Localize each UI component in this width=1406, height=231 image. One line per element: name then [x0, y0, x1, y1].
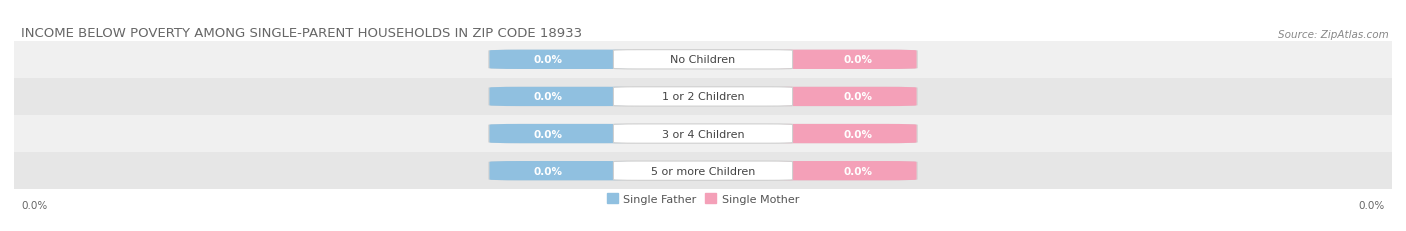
Legend: Single Father, Single Mother: Single Father, Single Mother	[605, 191, 801, 206]
FancyBboxPatch shape	[613, 161, 793, 181]
Bar	[14, 42, 1392, 79]
Text: 0.0%: 0.0%	[533, 92, 562, 102]
Text: 0.0%: 0.0%	[844, 129, 873, 139]
Text: 1 or 2 Children: 1 or 2 Children	[662, 92, 744, 102]
Text: 0.0%: 0.0%	[533, 166, 562, 176]
FancyBboxPatch shape	[488, 50, 918, 70]
FancyBboxPatch shape	[489, 50, 637, 70]
FancyBboxPatch shape	[613, 87, 793, 107]
FancyBboxPatch shape	[489, 161, 637, 181]
Text: 0.0%: 0.0%	[1358, 200, 1385, 210]
Bar	[14, 152, 1392, 189]
Text: No Children: No Children	[671, 55, 735, 65]
Text: 0.0%: 0.0%	[21, 200, 48, 210]
FancyBboxPatch shape	[488, 161, 918, 181]
Text: INCOME BELOW POVERTY AMONG SINGLE-PARENT HOUSEHOLDS IN ZIP CODE 18933: INCOME BELOW POVERTY AMONG SINGLE-PARENT…	[21, 27, 582, 40]
FancyBboxPatch shape	[613, 50, 793, 70]
Bar	[14, 116, 1392, 152]
Text: 0.0%: 0.0%	[844, 55, 873, 65]
FancyBboxPatch shape	[769, 161, 917, 181]
FancyBboxPatch shape	[769, 124, 917, 144]
Bar	[14, 79, 1392, 116]
FancyBboxPatch shape	[489, 124, 637, 144]
FancyBboxPatch shape	[488, 87, 918, 107]
Text: 5 or more Children: 5 or more Children	[651, 166, 755, 176]
Text: 3 or 4 Children: 3 or 4 Children	[662, 129, 744, 139]
FancyBboxPatch shape	[489, 87, 637, 107]
Text: 0.0%: 0.0%	[533, 129, 562, 139]
FancyBboxPatch shape	[488, 124, 918, 144]
FancyBboxPatch shape	[613, 124, 793, 144]
Text: Source: ZipAtlas.com: Source: ZipAtlas.com	[1278, 30, 1389, 40]
Text: 0.0%: 0.0%	[844, 166, 873, 176]
FancyBboxPatch shape	[769, 87, 917, 107]
Text: 0.0%: 0.0%	[533, 55, 562, 65]
FancyBboxPatch shape	[769, 50, 917, 70]
Text: 0.0%: 0.0%	[844, 92, 873, 102]
